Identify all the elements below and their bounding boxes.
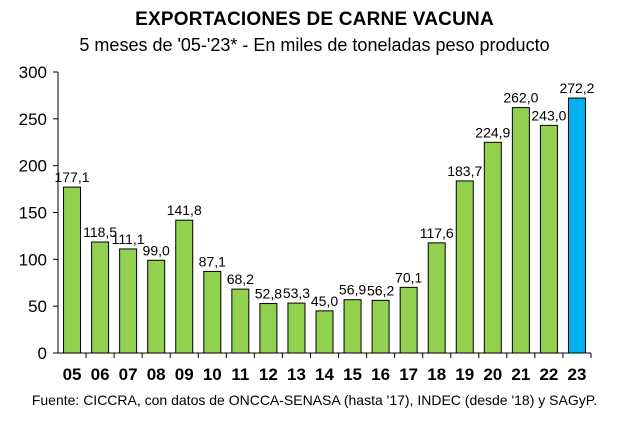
data-label-16: 56,2	[367, 282, 394, 298]
data-label-17: 70,1	[395, 269, 422, 285]
bar-05	[63, 186, 82, 354]
data-label-23: 272,2	[559, 80, 594, 96]
x-tick-label-10: 10	[203, 365, 222, 384]
bar-09	[175, 219, 194, 354]
x-tick-label-08: 08	[147, 365, 166, 384]
chart-title: EXPORTACIONES DE CARNE VACUNA	[135, 9, 494, 30]
bar-16	[371, 299, 390, 354]
y-tick-label: 300	[19, 63, 47, 82]
bar-08	[147, 259, 166, 354]
x-tick-label-18: 18	[427, 365, 446, 384]
y-tick-label: 50	[28, 297, 47, 316]
data-label-18: 117,6	[420, 225, 454, 241]
bar-06	[91, 241, 110, 354]
bar-13	[287, 302, 306, 354]
x-tick-label-06: 06	[91, 365, 110, 384]
x-tick-label-21: 21	[511, 365, 530, 384]
bar-11	[231, 288, 250, 354]
x-tick-label-07: 07	[119, 365, 138, 384]
x-tick-label-09: 09	[175, 365, 194, 384]
bar-15	[343, 299, 362, 354]
data-label-11: 68,2	[227, 271, 254, 287]
x-tick-label-22: 22	[539, 365, 558, 384]
bar-22	[539, 124, 558, 354]
x-tick-label-17: 17	[399, 365, 418, 384]
x-tick-label-12: 12	[259, 365, 278, 384]
bar-20	[483, 141, 502, 354]
data-label-10: 87,1	[199, 253, 226, 269]
data-label-07: 111,1	[112, 231, 145, 247]
bar-23	[567, 97, 586, 354]
x-tick-label-13: 13	[287, 365, 306, 384]
x-tick-label-23: 23	[568, 365, 587, 384]
bars	[63, 97, 586, 354]
bar-18	[427, 242, 446, 354]
data-label-21: 262,0	[503, 90, 538, 106]
y-tick-label: 0	[38, 344, 47, 363]
x-tick-label-20: 20	[483, 365, 502, 384]
bar-12	[259, 303, 278, 354]
chart-source: Fuente: CICCRA, con datos de ONCCA-SENAS…	[31, 392, 598, 408]
data-label-12: 52,8	[255, 286, 282, 302]
y-axis: 0 50 100 150 200 250 300	[19, 63, 59, 363]
data-label-05: 177,1	[55, 169, 90, 185]
bar-21	[511, 107, 530, 354]
bar-07	[119, 248, 138, 354]
data-label-22: 243,0	[531, 107, 566, 123]
x-tick-label-05: 05	[63, 365, 82, 384]
data-label-15: 56,9	[339, 282, 366, 298]
bar-17	[399, 286, 418, 354]
x-tick-label-16: 16	[371, 365, 390, 384]
data-label-06: 118,5	[83, 224, 117, 240]
x-tick-label-14: 14	[315, 365, 334, 384]
bar-19	[455, 180, 474, 354]
bar-10	[203, 270, 222, 354]
data-label-09: 141,8	[167, 202, 202, 218]
data-label-20: 224,9	[475, 124, 510, 140]
data-label-13: 53,3	[283, 285, 310, 301]
x-axis: 05 06 07 08 09 10 11 12 13 14 15 16 17 18 19 20 21 22 23	[58, 352, 592, 384]
bar-14	[315, 310, 334, 354]
y-tick-label: 100	[19, 250, 47, 269]
y-tick-label: 200	[19, 157, 47, 176]
x-tick-label-19: 19	[455, 365, 474, 384]
x-tick-label-15: 15	[343, 365, 362, 384]
data-label-14: 45,0	[311, 293, 338, 309]
y-tick-label: 250	[19, 110, 47, 129]
x-tick-label-11: 11	[231, 365, 249, 384]
chart-subtitle: 5 meses de '05-'23* - En miles de tonela…	[79, 35, 550, 55]
y-tick-label: 150	[19, 204, 47, 223]
data-label-19: 183,7	[447, 163, 482, 179]
data-label-08: 99,0	[143, 242, 170, 258]
